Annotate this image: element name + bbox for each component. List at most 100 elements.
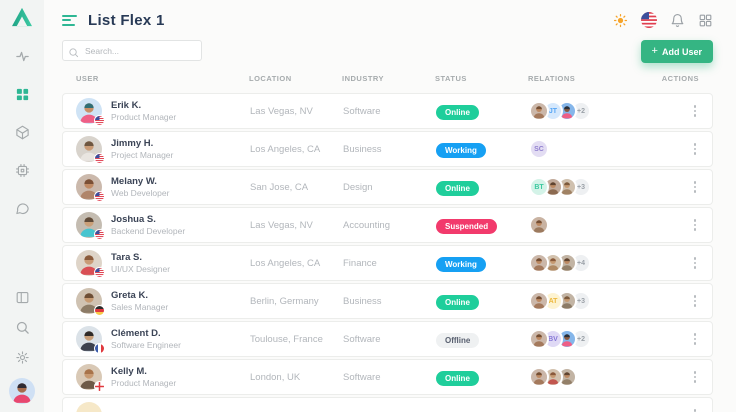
relation-avatar <box>543 253 563 273</box>
cube-icon[interactable] <box>15 125 30 140</box>
page-title: List Flex 1 <box>88 11 165 29</box>
user-text: Melany W. Web Developer <box>111 175 169 199</box>
user-cell: Erik K. Product Manager <box>63 98 250 126</box>
status-badge: Working <box>436 143 486 159</box>
table-row: Tara S. UI/UX Designer Los Angeles, CA Fina… <box>62 245 713 281</box>
columns-icon[interactable] <box>15 290 30 305</box>
location-cell: Toulouse, France <box>250 333 323 345</box>
topbar: List Flex 1 <box>62 0 713 36</box>
relations-cell: AT +3 <box>529 291 660 311</box>
status-cell: Online <box>436 178 529 197</box>
industry-cell: Accounting <box>343 219 391 231</box>
search-input[interactable] <box>62 40 202 61</box>
user-role: Web Developer <box>111 188 170 199</box>
location-cell: Las Vegas, NV <box>250 219 313 231</box>
avatar <box>76 326 105 354</box>
row-menu-button[interactable] <box>692 369 699 385</box>
sun-icon[interactable] <box>613 13 628 28</box>
row-menu-button[interactable] <box>692 255 699 271</box>
actions-cell <box>660 369 712 385</box>
avatar <box>76 364 105 392</box>
sidebar <box>0 0 44 412</box>
status-badge: Online <box>436 371 479 387</box>
user-name: Kelly M. <box>111 365 147 377</box>
flag-us-icon <box>94 191 105 202</box>
table-row: Erik K. Product Manager Las Vegas, NV Softw… <box>62 93 713 129</box>
user-cell: Joshua S. Backend Developer <box>63 212 250 240</box>
search-icon[interactable] <box>15 320 30 335</box>
flag-us-icon <box>94 153 105 164</box>
cpu-icon[interactable] <box>15 163 30 178</box>
user-avatar[interactable] <box>9 378 35 404</box>
bell-icon[interactable] <box>670 13 685 28</box>
chat-icon[interactable] <box>15 201 30 216</box>
avatar <box>76 250 105 278</box>
actions-cell <box>660 407 712 412</box>
relation-avatar <box>529 253 549 273</box>
main-content: List Flex 1 + Add User USER LOCATION IND… <box>44 0 736 412</box>
menu-toggle-icon[interactable] <box>62 14 77 26</box>
relation-avatar <box>557 101 577 121</box>
status-badge: Offline <box>436 333 480 349</box>
actions-cell <box>660 217 712 233</box>
status-cell: Online <box>436 368 529 387</box>
apps-icon[interactable] <box>698 13 713 28</box>
user-name: Greta K. <box>111 289 148 301</box>
relation-avatar <box>529 215 549 235</box>
table-body: Erik K. Product Manager Las Vegas, NV Softw… <box>62 93 713 412</box>
row-menu-button[interactable] <box>692 103 699 119</box>
sidebar-nav-top <box>15 49 30 216</box>
row-menu-button[interactable] <box>692 217 699 233</box>
search-field <box>62 40 202 61</box>
row-menu-button[interactable] <box>692 407 699 412</box>
user-cell <box>63 402 250 412</box>
user-name: Jimmy H. <box>111 137 154 149</box>
status-badge: Online <box>436 295 479 311</box>
sidebar-nav-bottom <box>15 290 30 365</box>
row-menu-button[interactable] <box>692 179 699 195</box>
row-menu-button[interactable] <box>692 293 699 309</box>
column-header-status: STATUS <box>435 73 467 83</box>
relation-avatar <box>557 329 577 349</box>
status-cell: Online <box>436 102 529 121</box>
add-user-button[interactable]: + Add User <box>640 40 713 63</box>
relations-cell: BT +3 <box>529 177 660 197</box>
user-cell: Melany W. Web Developer <box>63 174 250 202</box>
user-text: Kelly M. Product Manager <box>111 365 176 389</box>
app-logo[interactable] <box>11 7 33 27</box>
relation-avatar <box>529 101 549 121</box>
flag-us-icon <box>94 267 105 278</box>
relation-avatar <box>529 291 549 311</box>
relation-avatar <box>557 253 577 273</box>
row-menu-button[interactable] <box>692 141 699 157</box>
actions-cell <box>660 293 712 309</box>
location-cell: Las Vegas, NV <box>250 105 313 117</box>
table-row: Kelly M. Product Manager London, UK Softwar… <box>62 359 713 395</box>
column-header-location: LOCATION <box>249 73 292 83</box>
flag-us-icon <box>94 229 105 240</box>
user-text: Erik K. Product Manager <box>111 99 176 123</box>
status-badge: Working <box>436 257 486 273</box>
industry-cell: Software <box>343 105 381 117</box>
relations-cell: BV +2 <box>529 329 660 349</box>
add-user-label: Add User <box>661 46 702 57</box>
relations-cell: +4 <box>529 253 660 273</box>
location-cell: San Jose, CA <box>250 181 309 193</box>
row-menu-button[interactable] <box>692 331 699 347</box>
table-row: Greta K. Sales Manager Berlin, Germany Busi… <box>62 283 713 319</box>
activity-icon[interactable] <box>15 49 30 64</box>
dashboard-icon[interactable] <box>15 87 30 102</box>
location-cell: Berlin, Germany <box>250 295 319 307</box>
search-icon <box>68 45 79 58</box>
user-cell: Tara S. UI/UX Designer <box>63 250 250 278</box>
user-text: Jimmy H. Project Manager <box>111 137 173 161</box>
gear-icon[interactable] <box>15 350 30 365</box>
industry-cell: Software <box>343 333 381 345</box>
user-role: Product Manager <box>111 112 177 123</box>
relation-avatar <box>543 177 563 197</box>
flag-us-icon[interactable] <box>641 12 657 28</box>
avatar <box>76 98 105 126</box>
actions-cell <box>660 179 712 195</box>
plus-icon: + <box>651 45 658 57</box>
